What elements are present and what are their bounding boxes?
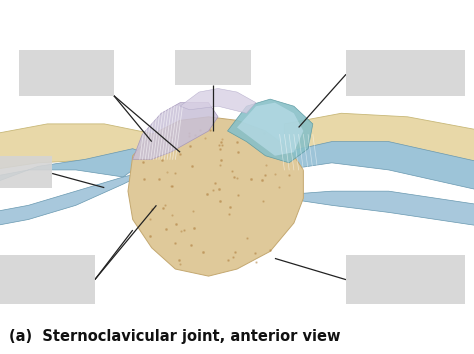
Polygon shape [228, 99, 313, 163]
Polygon shape [237, 103, 303, 156]
FancyBboxPatch shape [19, 50, 114, 96]
FancyBboxPatch shape [0, 156, 52, 188]
Text: (a)  Sternoclavicular joint, anterior view: (a) Sternoclavicular joint, anterior vie… [9, 329, 341, 344]
Polygon shape [0, 124, 166, 170]
Polygon shape [128, 117, 303, 276]
Bar [0, 25, 474, 319]
FancyBboxPatch shape [175, 50, 251, 85]
Polygon shape [0, 170, 152, 227]
Polygon shape [284, 142, 474, 191]
FancyBboxPatch shape [0, 255, 95, 304]
Polygon shape [133, 103, 218, 159]
Polygon shape [180, 88, 256, 113]
Polygon shape [284, 191, 474, 227]
FancyBboxPatch shape [346, 50, 465, 96]
FancyBboxPatch shape [346, 255, 465, 304]
Polygon shape [0, 149, 152, 184]
Polygon shape [284, 113, 474, 163]
